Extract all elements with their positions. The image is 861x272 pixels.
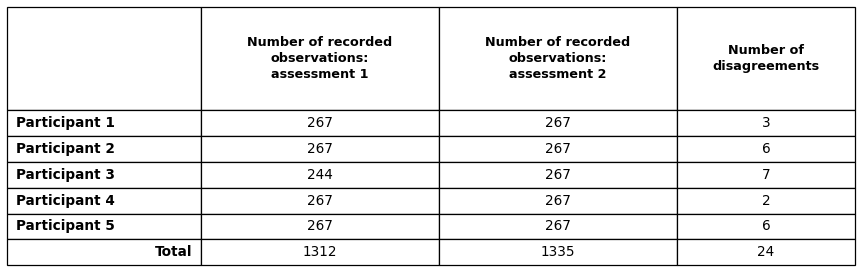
Text: Participant 4: Participant 4 bbox=[15, 194, 115, 208]
Text: 267: 267 bbox=[307, 194, 332, 208]
Bar bbox=[676, 188, 854, 214]
Bar bbox=[201, 188, 438, 214]
Bar bbox=[438, 162, 676, 188]
Text: 3: 3 bbox=[761, 116, 770, 130]
Text: Participant 5: Participant 5 bbox=[15, 220, 115, 233]
Text: Total: Total bbox=[154, 245, 192, 259]
Bar bbox=[201, 136, 438, 162]
Bar bbox=[7, 162, 201, 188]
Bar bbox=[7, 188, 201, 214]
Bar bbox=[7, 7, 201, 110]
Text: 2: 2 bbox=[761, 194, 770, 208]
Bar bbox=[438, 136, 676, 162]
Bar bbox=[676, 7, 854, 110]
Text: 24: 24 bbox=[757, 245, 774, 259]
Bar bbox=[201, 110, 438, 136]
Text: 267: 267 bbox=[307, 116, 332, 130]
Bar bbox=[438, 7, 676, 110]
Bar bbox=[676, 214, 854, 239]
Bar bbox=[7, 136, 201, 162]
Bar bbox=[676, 239, 854, 265]
Text: 1335: 1335 bbox=[540, 245, 574, 259]
Text: Number of recorded
observations:
assessment 1: Number of recorded observations: assessm… bbox=[247, 36, 392, 81]
Text: 1312: 1312 bbox=[302, 245, 337, 259]
Text: Participant 3: Participant 3 bbox=[15, 168, 115, 182]
Text: Participant 2: Participant 2 bbox=[15, 142, 115, 156]
Bar bbox=[676, 136, 854, 162]
Text: 267: 267 bbox=[544, 220, 570, 233]
Text: 7: 7 bbox=[761, 168, 770, 182]
Text: 267: 267 bbox=[544, 168, 570, 182]
Bar bbox=[438, 239, 676, 265]
Bar bbox=[7, 110, 201, 136]
Text: 6: 6 bbox=[761, 142, 770, 156]
Bar bbox=[201, 7, 438, 110]
Bar bbox=[201, 239, 438, 265]
Text: 267: 267 bbox=[544, 116, 570, 130]
Bar bbox=[438, 188, 676, 214]
Bar bbox=[7, 239, 201, 265]
Text: 267: 267 bbox=[544, 142, 570, 156]
Bar bbox=[201, 162, 438, 188]
Text: 244: 244 bbox=[307, 168, 332, 182]
Bar bbox=[676, 162, 854, 188]
Bar bbox=[438, 110, 676, 136]
Text: 267: 267 bbox=[544, 194, 570, 208]
Bar bbox=[676, 110, 854, 136]
Bar bbox=[201, 214, 438, 239]
Text: 6: 6 bbox=[761, 220, 770, 233]
Text: 267: 267 bbox=[307, 142, 332, 156]
Bar bbox=[438, 214, 676, 239]
Text: Number of recorded
observations:
assessment 2: Number of recorded observations: assessm… bbox=[485, 36, 629, 81]
Text: Number of
disagreements: Number of disagreements bbox=[712, 44, 819, 73]
Bar bbox=[7, 214, 201, 239]
Text: Participant 1: Participant 1 bbox=[15, 116, 115, 130]
Text: 267: 267 bbox=[307, 220, 332, 233]
